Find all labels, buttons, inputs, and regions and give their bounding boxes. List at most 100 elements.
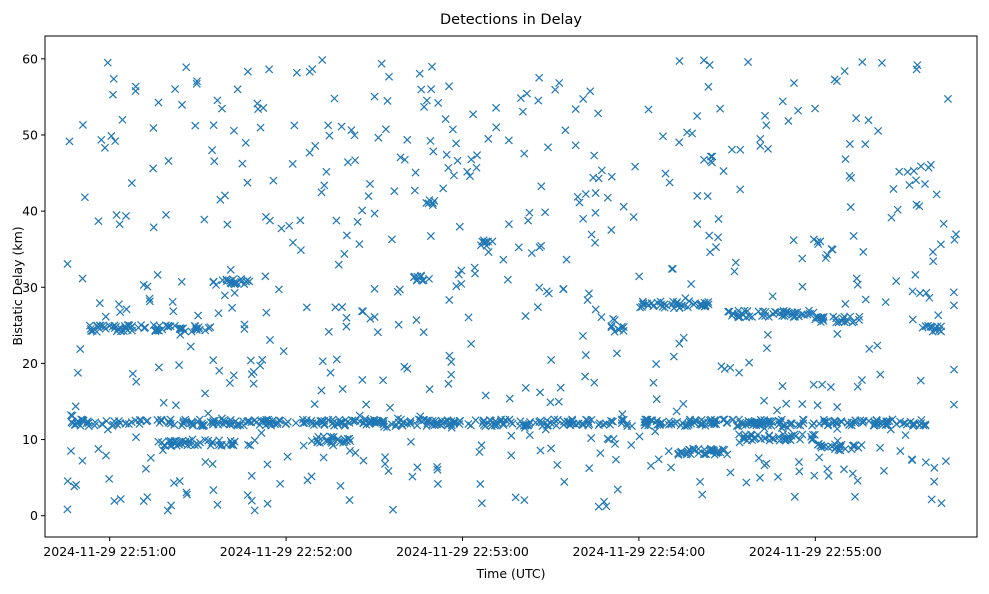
data-point <box>370 417 379 426</box>
data-point <box>611 439 620 448</box>
data-point <box>383 96 392 105</box>
data-point <box>786 419 795 428</box>
data-point <box>262 308 271 317</box>
data-point <box>137 320 146 330</box>
data-point <box>164 156 173 165</box>
data-point <box>594 502 603 511</box>
data-point <box>701 301 710 310</box>
data-point <box>426 136 435 145</box>
data-point <box>492 123 501 132</box>
data-point <box>214 420 223 429</box>
data-point <box>481 391 490 400</box>
data-point <box>911 176 921 185</box>
data-point <box>762 121 771 130</box>
data-point <box>718 445 727 454</box>
data-point <box>433 479 442 488</box>
data-point <box>345 496 354 505</box>
data-point <box>472 163 481 172</box>
data-point <box>848 469 857 478</box>
data-point <box>857 417 866 426</box>
data-point <box>96 321 105 330</box>
data-point <box>930 463 939 472</box>
data-point <box>511 493 520 502</box>
data-point <box>345 446 355 455</box>
data-point <box>292 68 301 77</box>
data-point <box>778 97 787 106</box>
data-point <box>609 314 618 324</box>
data-point <box>578 331 587 340</box>
data-point <box>619 322 628 332</box>
data-point <box>465 172 474 181</box>
axis-ticks: 2024-11-29 22:51:00 2024-11-29 22:52:00 20… <box>22 51 882 559</box>
data-point <box>467 339 476 348</box>
data-point <box>182 488 191 497</box>
data-point <box>244 440 253 449</box>
data-point <box>317 386 326 395</box>
data-point <box>714 214 723 223</box>
data-point <box>893 205 902 214</box>
data-point <box>705 231 714 240</box>
x-tick-label: 2024-11-29 22:51:00 <box>43 544 176 559</box>
data-point <box>256 361 265 370</box>
data-point <box>396 153 405 162</box>
data-point <box>488 237 497 246</box>
data-point <box>153 326 162 335</box>
data-point <box>324 121 333 130</box>
data-point <box>525 208 534 217</box>
data-point <box>651 427 660 436</box>
data-point <box>340 249 349 258</box>
data-point <box>220 191 229 200</box>
data-point <box>736 185 745 194</box>
data-point <box>727 145 736 154</box>
data-point <box>485 415 494 425</box>
data-point <box>209 121 218 130</box>
data-point <box>521 383 530 392</box>
data-point <box>932 190 941 199</box>
data-point <box>744 58 753 67</box>
data-point <box>929 257 938 266</box>
data-point <box>422 96 431 105</box>
data-point <box>849 441 858 450</box>
data-point <box>299 441 308 450</box>
data-point <box>188 420 197 429</box>
data-point <box>546 398 555 407</box>
data-point <box>693 191 702 200</box>
data-point <box>243 67 252 76</box>
data-point <box>310 400 319 409</box>
data-point <box>770 434 779 444</box>
data-point <box>903 167 912 176</box>
data-point <box>370 312 379 321</box>
data-point <box>853 280 862 289</box>
data-point <box>305 67 314 76</box>
data-point <box>194 311 203 320</box>
data-point <box>145 297 154 306</box>
data-point <box>770 307 780 316</box>
data-point <box>262 415 271 424</box>
data-point <box>503 275 512 284</box>
data-point <box>243 178 252 187</box>
data-point <box>454 270 463 279</box>
data-point <box>937 322 946 331</box>
data-point <box>409 273 418 282</box>
data-point <box>225 419 234 428</box>
data-point <box>553 460 562 469</box>
y-tick-label: 0 <box>30 508 38 523</box>
data-point <box>142 417 151 426</box>
data-point <box>355 240 364 249</box>
data-point <box>247 496 256 505</box>
data-point <box>116 307 125 317</box>
data-point <box>325 131 334 140</box>
data-point <box>823 464 832 473</box>
data-point <box>273 418 282 427</box>
data-point <box>377 59 386 68</box>
data-point <box>312 419 321 428</box>
data-point <box>101 451 111 460</box>
data-point <box>537 241 546 250</box>
data-point <box>901 431 910 440</box>
data-point <box>125 321 134 330</box>
data-point <box>556 383 565 392</box>
data-point <box>379 416 388 425</box>
data-point <box>342 437 351 446</box>
data-point <box>814 239 823 249</box>
data-point <box>759 307 768 316</box>
